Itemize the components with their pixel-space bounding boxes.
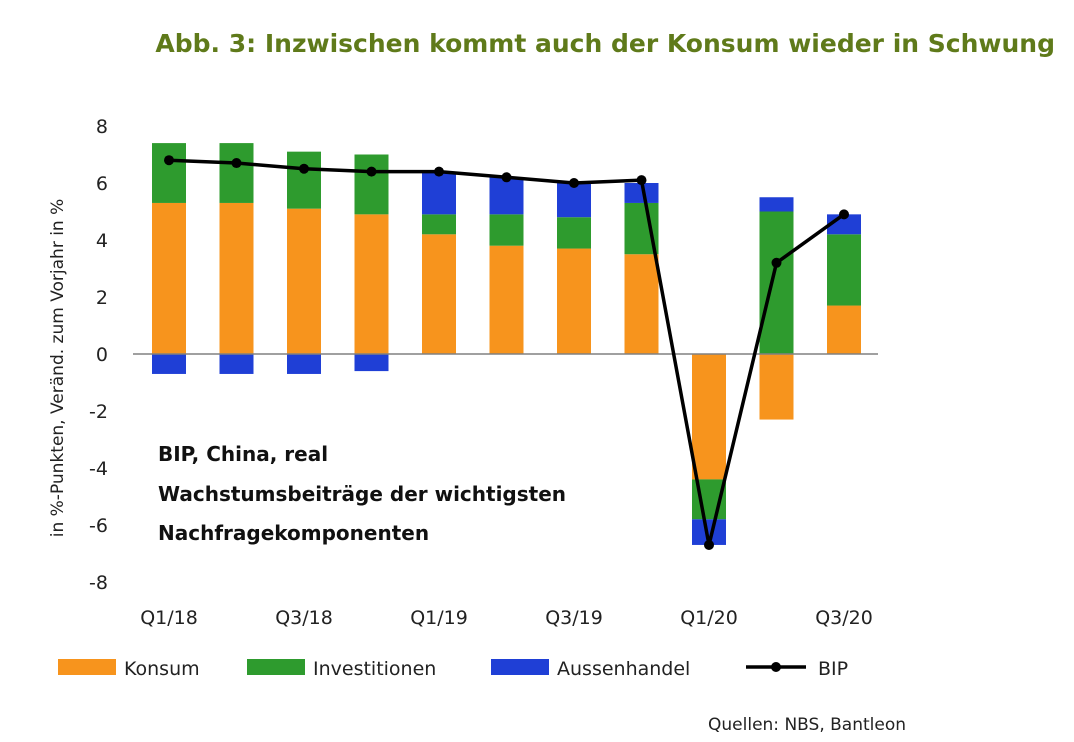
chart-title: Abb. 3: Inzwischen kommt auch der Konsum… xyxy=(155,29,1055,58)
bar-aussenhandel-q4-19 xyxy=(624,183,659,203)
bip-point-q2-19 xyxy=(501,172,512,183)
legend-label: BIP xyxy=(818,658,848,680)
y-tick-label: -4 xyxy=(89,458,108,480)
y-tick-label: 4 xyxy=(96,230,108,252)
bar-konsum-q2-19 xyxy=(489,245,524,354)
legend-label: Konsum xyxy=(124,658,200,680)
annotation-line-3: Nachfragekomponenten xyxy=(158,521,429,545)
annotation-line-1: BIP, China, real xyxy=(158,442,328,466)
legend-swatch xyxy=(58,659,116,675)
bar-aussenhandel-q2-18 xyxy=(219,354,254,374)
x-tick-label: Q1/18 xyxy=(140,607,198,629)
bar-aussenhandel-q2-20 xyxy=(759,197,794,212)
bar-konsum-q4-18 xyxy=(354,214,389,354)
bar-investitionen-q3-20 xyxy=(827,234,861,306)
x-axis-ticks: Q1/18 Q3/18 Q1/19 Q3/19 Q1/20 Q3/20 xyxy=(140,607,873,629)
bar-konsum-q1-18 xyxy=(152,202,186,354)
legend-label: Investitionen xyxy=(313,658,436,680)
bar-aussenhandel-q2-19 xyxy=(489,177,524,215)
x-tick-label: Q3/20 xyxy=(815,607,873,629)
y-axis-ticks: 8 6 4 2 0 -2 -4 -6 -8 xyxy=(89,116,108,594)
bip-point-q3-19 xyxy=(569,178,579,188)
bar-investitionen-q3-18 xyxy=(287,151,321,209)
x-tick-label: Q3/18 xyxy=(275,607,333,629)
bar-konsum-q1-19 xyxy=(422,234,456,354)
bar-konsum-q2-18 xyxy=(219,202,254,354)
y-tick-label: 8 xyxy=(96,116,108,138)
y-tick-label: 2 xyxy=(96,287,108,309)
legend-item-investitionen: Investitionen xyxy=(247,658,436,680)
bar-konsum-q3-18 xyxy=(287,208,321,354)
bip-point-q2-20 xyxy=(771,257,782,268)
bar-aussenhandel-q3-18 xyxy=(287,354,321,374)
x-tick-label: Q1/19 xyxy=(410,607,468,629)
bar-aussenhandel-q4-18 xyxy=(354,354,389,372)
chart-annotation: BIP, China, real Wachstumsbeiträge der w… xyxy=(158,442,566,545)
bar-investitionen-q2-20 xyxy=(759,211,794,354)
y-tick-label: -2 xyxy=(89,401,108,423)
bar-konsum-q3-20 xyxy=(827,305,861,354)
bip-point-q2-18 xyxy=(231,158,242,169)
bar-konsum-q1-20 xyxy=(692,354,726,480)
annotation-line-2: Wachstumsbeiträge der wichtigsten xyxy=(158,482,566,506)
y-tick-label: 0 xyxy=(96,344,108,366)
bar-aussenhandel-q3-19 xyxy=(557,183,591,218)
bip-point-q4-18 xyxy=(366,166,377,177)
bar-konsum-q3-19 xyxy=(557,248,591,354)
legend: Konsum Investitionen Aussenhandel BIP xyxy=(58,658,848,680)
bip-point-q3-18 xyxy=(299,163,309,174)
legend-swatch xyxy=(491,659,549,675)
y-tick-label: 6 xyxy=(96,173,108,195)
bar-series xyxy=(152,143,861,545)
y-axis-label: in %-Punkten, Veränd. zum Vorjahr in % xyxy=(48,199,68,538)
bar-konsum-q4-19 xyxy=(624,254,659,354)
bar-konsum-q2-20 xyxy=(759,354,794,420)
bar-investitionen-q4-18 xyxy=(354,154,389,215)
y-tick-label: -8 xyxy=(89,572,108,594)
legend-item-konsum: Konsum xyxy=(58,658,200,680)
bar-investitionen-q1-19 xyxy=(422,214,456,235)
bip-line-series xyxy=(164,155,849,550)
legend-item-aussenhandel: Aussenhandel xyxy=(491,658,690,680)
legend-item-bip: BIP xyxy=(746,658,848,680)
source-note: Quellen: NBS, Bantleon xyxy=(708,715,906,735)
legend-marker xyxy=(771,662,781,672)
bip-point-q3-20 xyxy=(839,209,849,220)
bar-investitionen-q2-18 xyxy=(219,143,254,203)
bar-investitionen-q3-19 xyxy=(557,217,591,249)
legend-swatch xyxy=(247,659,305,675)
bip-point-q1-18 xyxy=(164,155,174,166)
bip-point-q4-19 xyxy=(636,175,647,186)
bar-investitionen-q2-19 xyxy=(489,214,524,246)
bar-investitionen-q1-18 xyxy=(152,143,186,203)
bip-point-q1-20 xyxy=(704,539,714,550)
bar-aussenhandel-q1-19 xyxy=(422,171,456,215)
bar-aussenhandel-q1-18 xyxy=(152,354,186,374)
x-tick-label: Q3/19 xyxy=(545,607,603,629)
x-tick-label: Q1/20 xyxy=(680,607,738,629)
bip-point-q1-19 xyxy=(434,166,444,177)
y-tick-label: -6 xyxy=(89,515,108,537)
legend-label: Aussenhandel xyxy=(557,658,690,680)
